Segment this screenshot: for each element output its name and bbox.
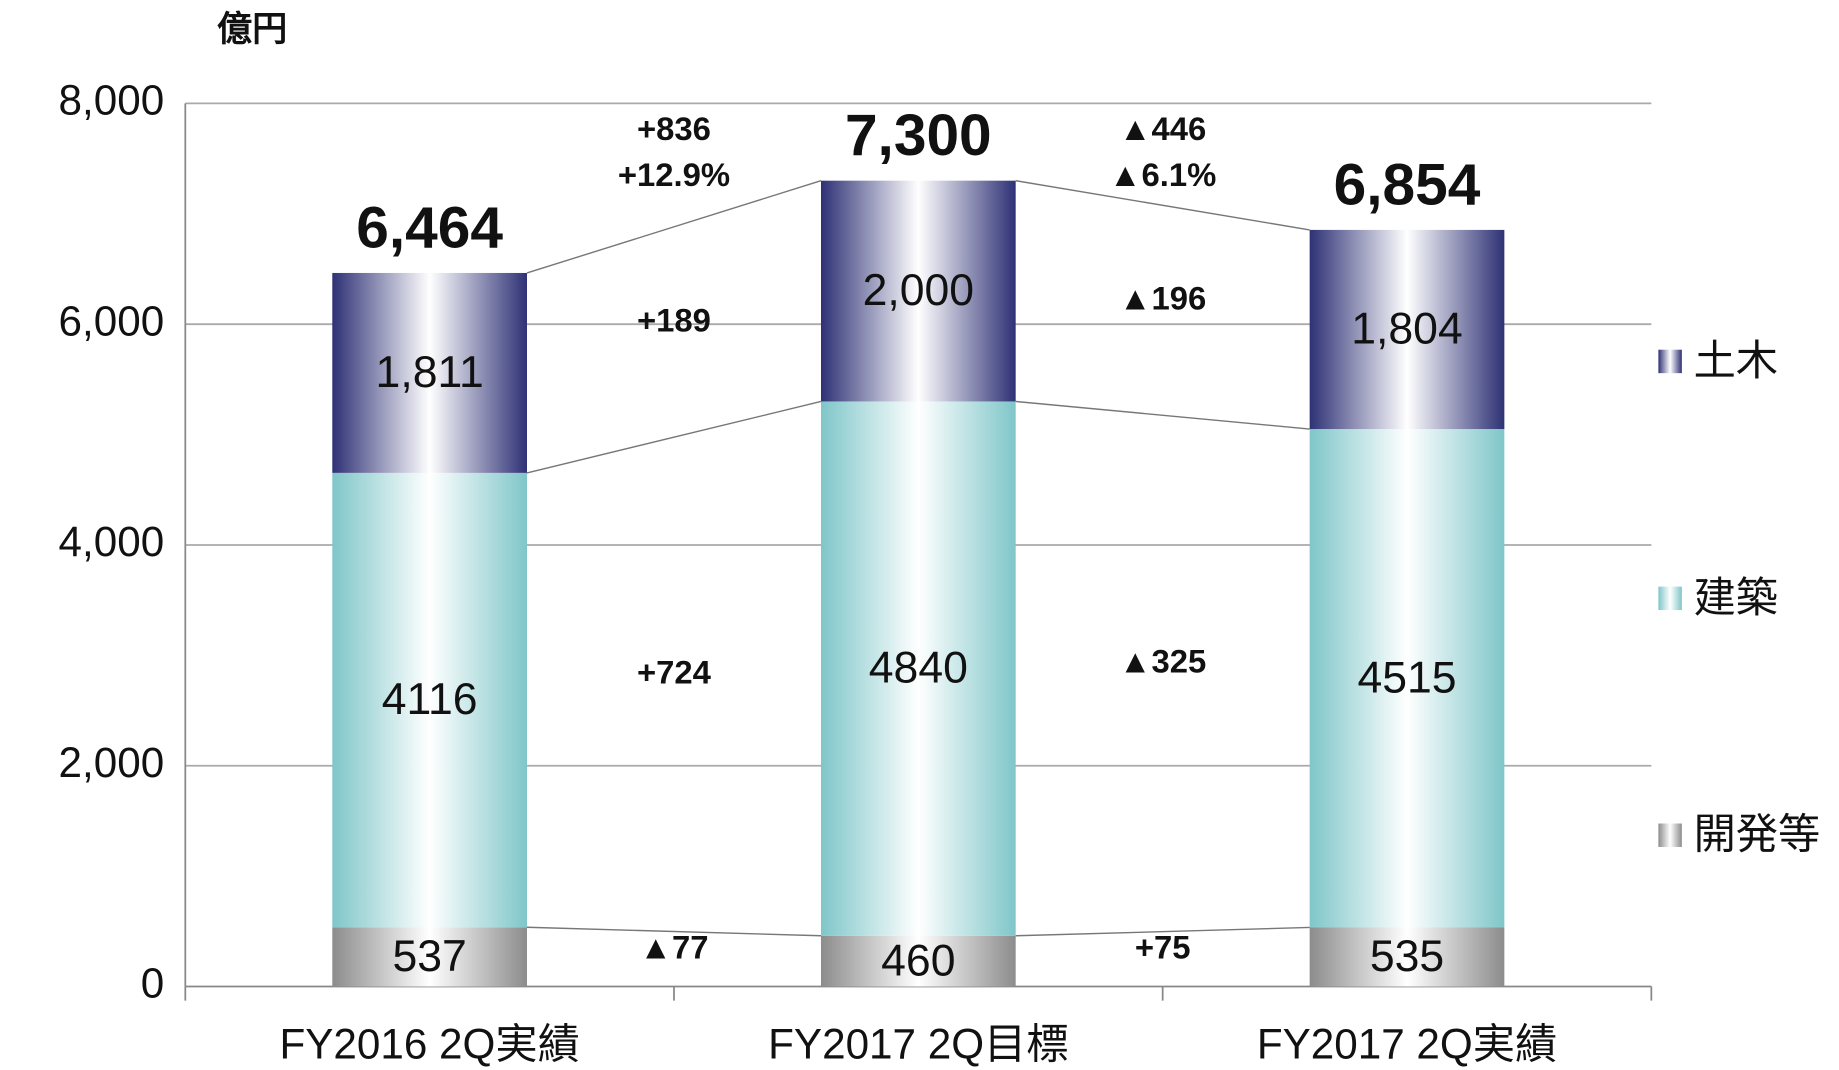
connector-line: [526, 180, 822, 274]
value-label: 535: [1370, 932, 1444, 981]
legend-label: 土木: [1694, 337, 1778, 384]
legend-swatch: [1658, 349, 1682, 374]
bar-segment: [1309, 229, 1505, 430]
bar-segment: [820, 935, 1016, 987]
change-label: ▲325: [1119, 643, 1206, 680]
x-tick-label: FY2016 2Q実績: [279, 1021, 579, 1068]
change-label: +75: [1135, 928, 1191, 965]
bar-segment: [332, 272, 527, 473]
bar-segment: [820, 401, 1016, 936]
connector-line: [1015, 179, 1310, 231]
total-change-label: ▲6.1%: [1109, 156, 1216, 193]
x-tick-label: FY2017 2Q目標: [768, 1021, 1068, 1068]
connector-line: [1015, 926, 1310, 937]
value-label: 4116: [382, 675, 478, 724]
total-change-label: ▲446: [1119, 110, 1206, 147]
value-label: 460: [881, 936, 955, 985]
unit-label: 億円: [217, 10, 287, 49]
change-label: ▲196: [1119, 280, 1206, 317]
connector-line: [526, 400, 822, 474]
change-label: ▲77: [639, 928, 708, 965]
value-label: 537: [392, 932, 466, 981]
value-label: 1,804: [1351, 305, 1462, 354]
legend-swatch: [1658, 586, 1682, 611]
value-label: 1,811: [376, 348, 484, 397]
legend-swatch: [1658, 823, 1682, 847]
connector-line: [1015, 400, 1310, 430]
bar-segment: [332, 472, 527, 928]
bar-segment: [820, 180, 1016, 402]
legend-label: 開発等: [1694, 811, 1821, 858]
bar-segment: [332, 927, 527, 987]
total-label: 6,854: [1334, 152, 1481, 217]
y-tick-label: 4,000: [59, 518, 165, 565]
value-label: 4840: [869, 644, 968, 693]
value-label: 2,000: [863, 266, 974, 315]
x-tick-label: FY2017 2Q実績: [1257, 1021, 1557, 1068]
y-tick-label: 8,000: [59, 77, 165, 124]
bar-segment: [1309, 429, 1505, 928]
total-change-label: +836: [637, 110, 711, 147]
connector-line: [526, 926, 822, 937]
y-tick-label: 6,000: [59, 297, 165, 344]
bar-segment: [1309, 927, 1505, 987]
change-label: +724: [637, 654, 712, 691]
total-change-label: +12.9%: [618, 156, 730, 193]
legend-label: 建築: [1694, 574, 1778, 621]
change-label: +189: [637, 301, 711, 338]
y-tick-label: 2,000: [59, 739, 165, 786]
value-label: 4515: [1357, 653, 1456, 702]
total-label: 6,464: [356, 195, 503, 260]
total-label: 7,300: [845, 103, 992, 168]
y-tick-label: 0: [141, 960, 164, 1007]
